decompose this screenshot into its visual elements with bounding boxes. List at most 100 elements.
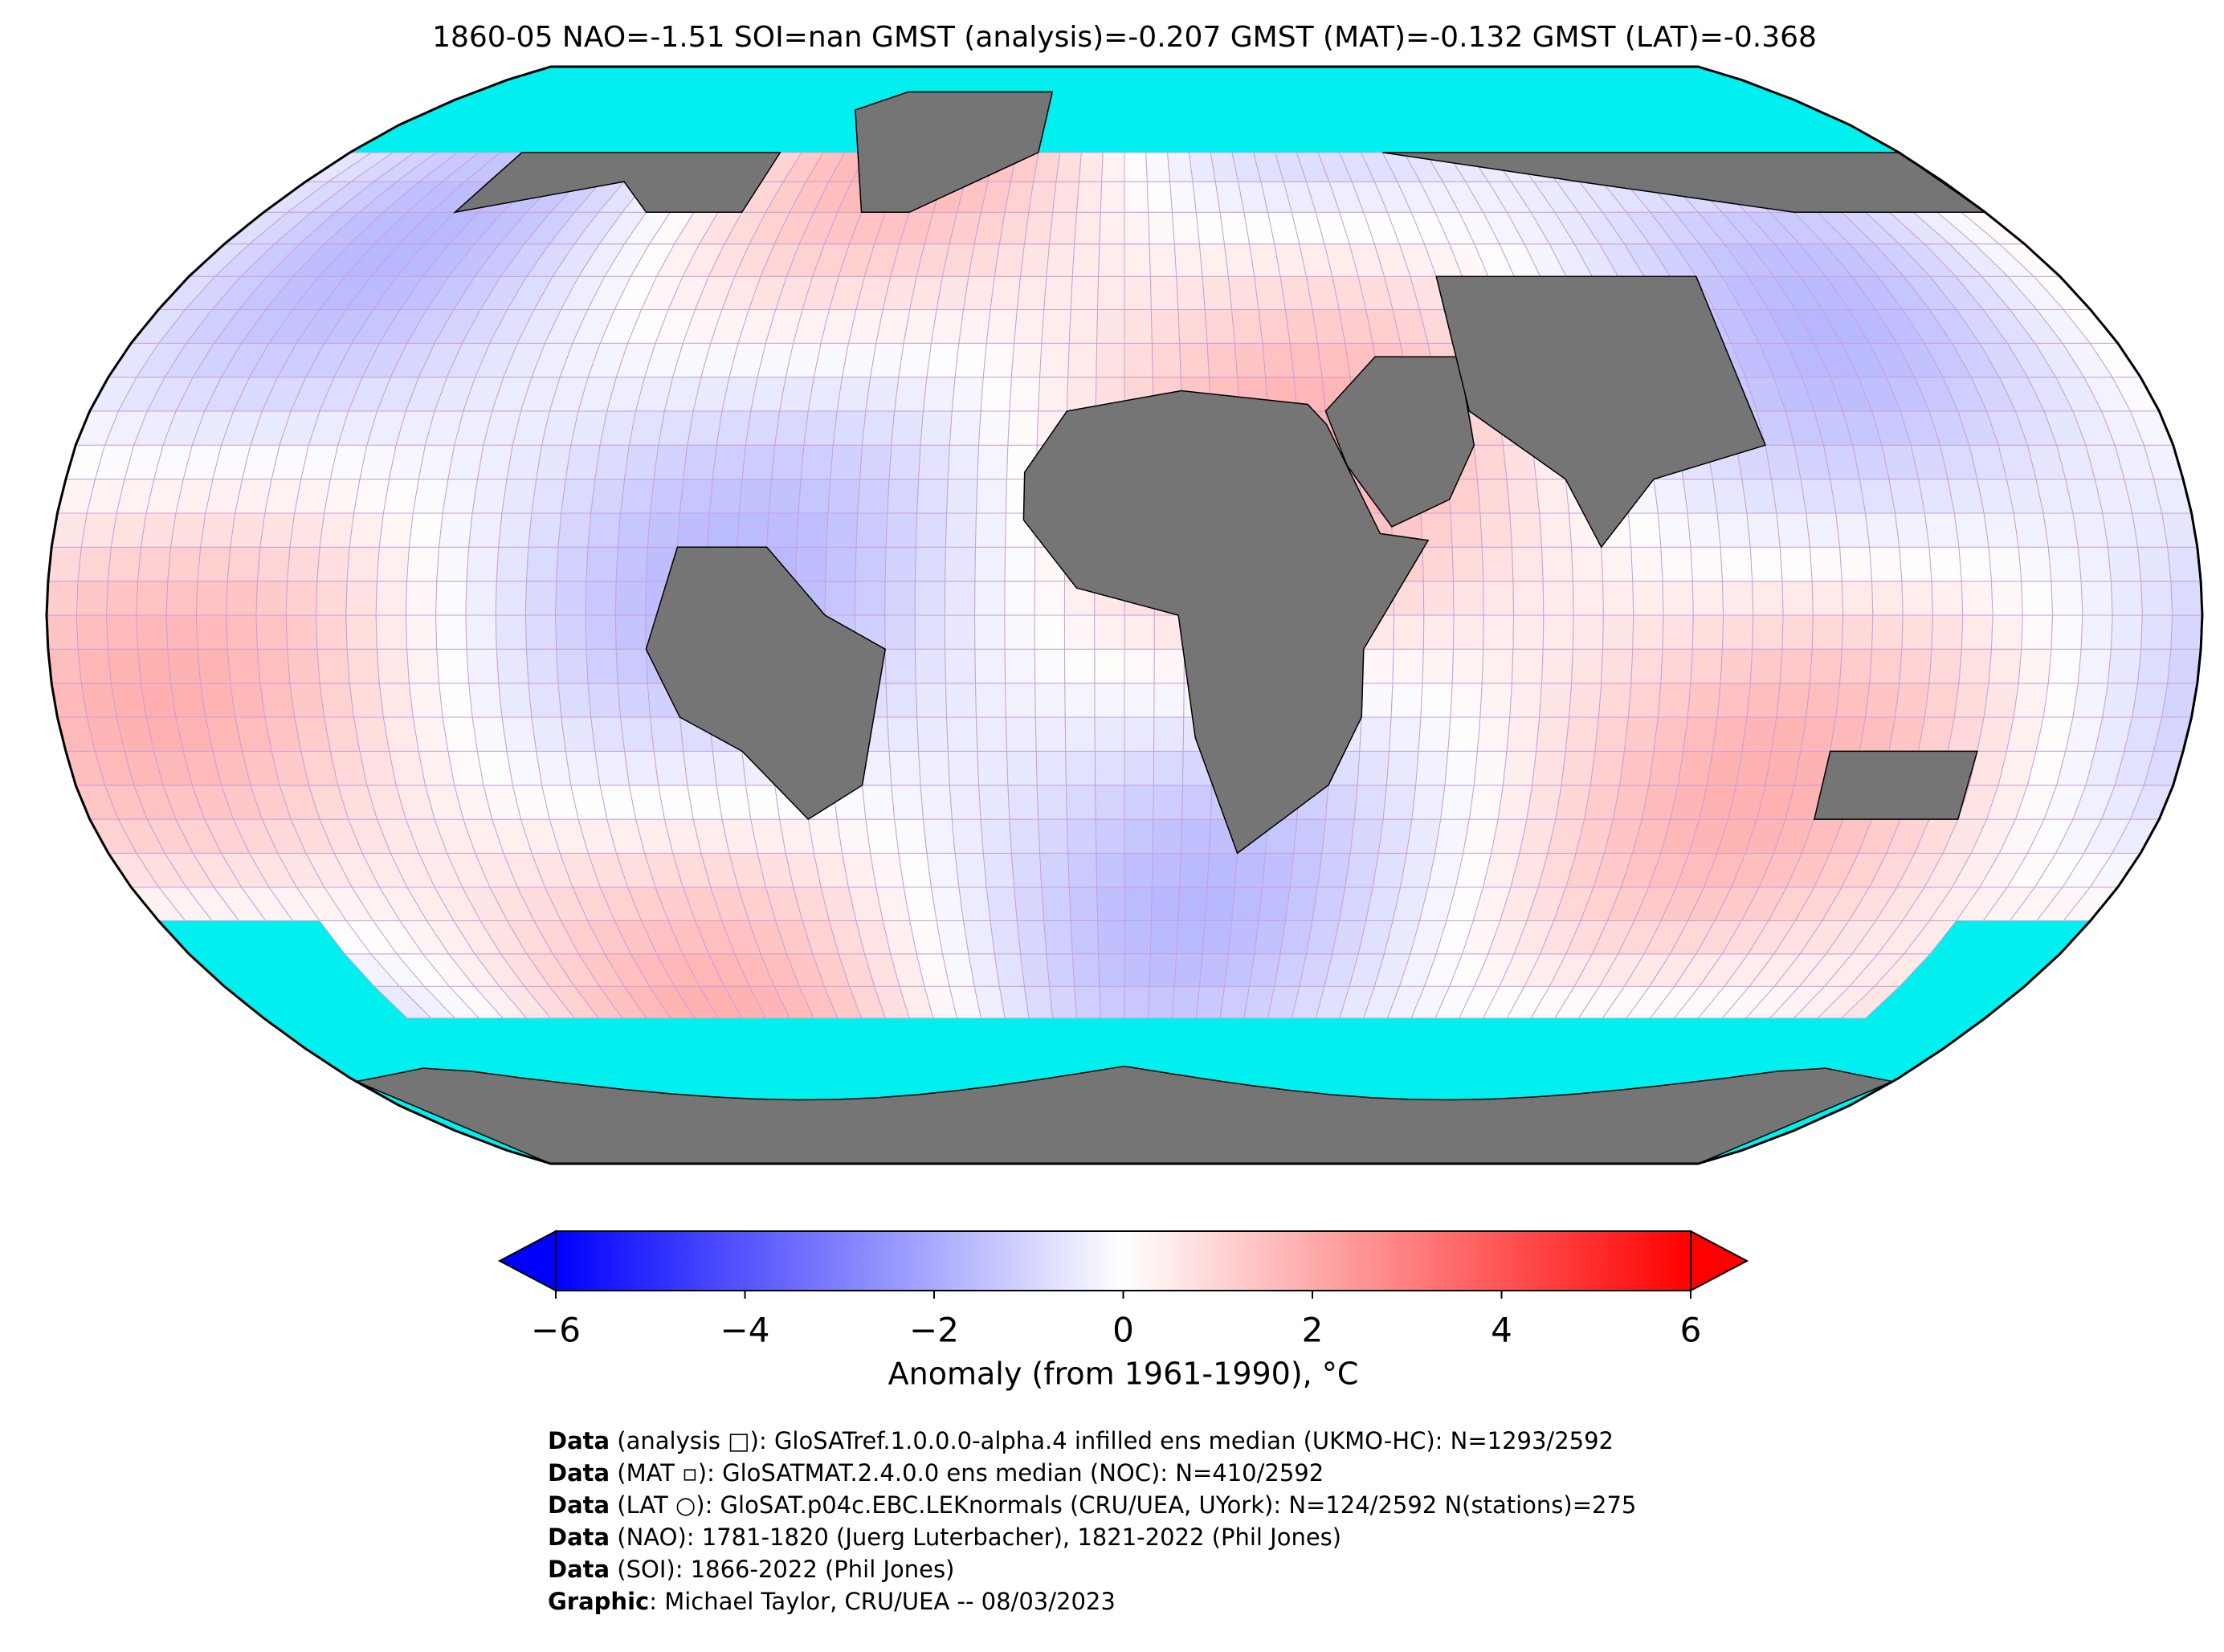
cell bbox=[1096, 342, 1125, 378]
cell bbox=[1007, 785, 1039, 820]
cell bbox=[80, 683, 117, 718]
cell bbox=[1095, 818, 1125, 854]
cell bbox=[1100, 181, 1125, 213]
cell bbox=[1447, 716, 1481, 752]
cell bbox=[1176, 920, 1206, 955]
cell bbox=[794, 546, 827, 582]
cell bbox=[1177, 887, 1208, 921]
cell bbox=[798, 479, 831, 514]
cell bbox=[2170, 581, 2202, 616]
cell bbox=[349, 512, 384, 548]
cell bbox=[1094, 648, 1125, 684]
cell bbox=[1124, 985, 1150, 1019]
land bbox=[1022, 390, 1430, 855]
cell bbox=[378, 683, 414, 718]
cell bbox=[1770, 479, 1807, 514]
cell bbox=[982, 342, 1015, 378]
cell bbox=[47, 648, 82, 684]
cell bbox=[949, 410, 981, 446]
cell bbox=[1096, 852, 1125, 888]
cell bbox=[1720, 648, 1753, 684]
cell bbox=[922, 818, 956, 854]
cell bbox=[137, 648, 172, 684]
cell bbox=[110, 683, 147, 718]
cell bbox=[624, 750, 659, 786]
cell bbox=[1377, 818, 1413, 854]
cell bbox=[930, 309, 965, 344]
cell bbox=[561, 716, 596, 752]
cell bbox=[1195, 211, 1226, 245]
cell bbox=[1046, 243, 1075, 277]
cell bbox=[958, 887, 991, 921]
footer-line: Data (SOI): 1866-2022 (Phil Jones) bbox=[548, 1556, 954, 1583]
cell bbox=[1536, 479, 1570, 514]
cell bbox=[1052, 181, 1079, 213]
cell bbox=[855, 546, 887, 582]
cell bbox=[506, 750, 543, 786]
cell bbox=[1451, 546, 1484, 582]
cell bbox=[255, 614, 288, 650]
cell bbox=[197, 546, 231, 582]
cell bbox=[1752, 614, 1784, 650]
cell bbox=[1800, 716, 1837, 752]
cell bbox=[870, 342, 904, 378]
cell bbox=[378, 512, 414, 548]
cell bbox=[800, 444, 834, 480]
cell bbox=[990, 920, 1022, 955]
cell bbox=[1034, 648, 1066, 684]
cell bbox=[1071, 953, 1100, 987]
cell bbox=[1418, 716, 1451, 752]
cell bbox=[614, 614, 647, 650]
cell bbox=[1536, 716, 1570, 752]
cell bbox=[945, 648, 977, 684]
cell bbox=[1289, 852, 1323, 888]
cell bbox=[585, 581, 617, 616]
cell bbox=[1393, 614, 1425, 650]
cell bbox=[903, 887, 937, 921]
cell bbox=[436, 546, 470, 582]
cell bbox=[405, 581, 438, 616]
cell bbox=[465, 581, 497, 616]
cell bbox=[1811, 581, 1844, 616]
cell bbox=[1153, 648, 1185, 684]
cell bbox=[2051, 581, 2083, 616]
cell bbox=[1353, 785, 1387, 820]
cell bbox=[315, 614, 348, 650]
cell bbox=[2051, 614, 2083, 650]
cell bbox=[1660, 648, 1693, 684]
cell bbox=[888, 444, 921, 480]
cell bbox=[977, 444, 1009, 480]
cell bbox=[803, 410, 838, 446]
cell bbox=[2013, 512, 2049, 548]
cell bbox=[1924, 512, 1960, 548]
cell bbox=[1540, 648, 1573, 684]
cell bbox=[1035, 750, 1067, 786]
cell bbox=[345, 614, 377, 650]
colorbar-low-extension bbox=[497, 1230, 557, 1292]
cell bbox=[1928, 648, 1962, 684]
cell bbox=[1195, 985, 1226, 1019]
cell bbox=[1540, 546, 1573, 582]
cell bbox=[836, 377, 871, 412]
cell bbox=[980, 377, 1012, 412]
cell bbox=[738, 479, 773, 514]
cell bbox=[647, 512, 680, 548]
cell bbox=[1206, 342, 1239, 378]
cell bbox=[1124, 920, 1152, 955]
cell bbox=[561, 479, 596, 514]
cell bbox=[914, 614, 946, 650]
cell bbox=[1014, 309, 1045, 344]
cell bbox=[1124, 716, 1155, 752]
cell bbox=[1321, 818, 1355, 854]
cell bbox=[1894, 683, 1930, 718]
cell bbox=[226, 581, 259, 616]
cell bbox=[1153, 785, 1184, 820]
cell bbox=[1004, 581, 1035, 616]
cell bbox=[1990, 614, 2023, 650]
cell bbox=[679, 479, 713, 514]
cell bbox=[1316, 852, 1351, 888]
cell bbox=[1388, 716, 1422, 752]
cell bbox=[936, 920, 969, 955]
cell bbox=[376, 648, 410, 684]
cell bbox=[985, 309, 1018, 344]
